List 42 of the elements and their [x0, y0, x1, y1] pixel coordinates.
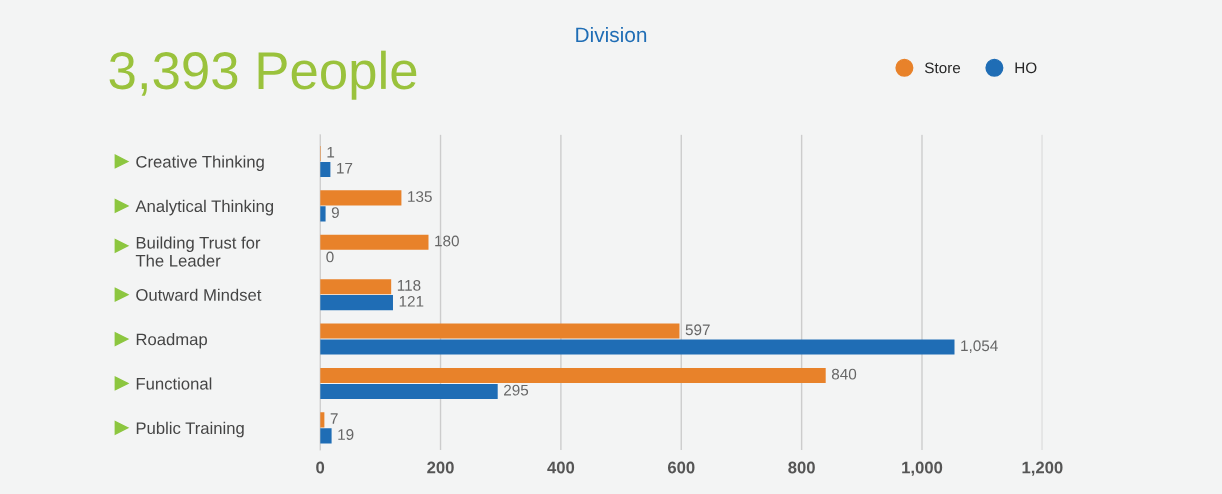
y-tick-label: Roadmap: [136, 333, 208, 349]
data-label: 17: [337, 162, 353, 174]
bar: [320, 339, 955, 355]
data-label: 118: [397, 279, 421, 291]
data-label: 597: [685, 324, 710, 336]
x-tick-label: 600: [667, 461, 695, 474]
chart-title: Division: [576, 26, 647, 43]
y-tick-label: Creative Thinking: [136, 155, 264, 171]
x-tick-label: 1,200: [1022, 461, 1063, 476]
bar: [320, 295, 393, 311]
data-label: 0: [326, 251, 334, 263]
legend-label: Store: [924, 62, 961, 74]
data-label: 840: [831, 368, 857, 380]
data-label: 7: [330, 413, 338, 424]
data-label: 121: [399, 295, 424, 307]
x-tick-label: 800: [788, 461, 815, 474]
data-label: 295: [504, 384, 529, 396]
data-label: 1,054: [961, 340, 998, 353]
legend-label: HO: [1015, 62, 1037, 74]
data-label: 135: [408, 191, 432, 202]
data-label: 1: [327, 146, 335, 158]
y-tick-label: Public Training: [136, 421, 244, 438]
data-label: 180: [435, 235, 459, 247]
bar: [320, 206, 326, 222]
bar: [320, 323, 680, 339]
bar: [320, 279, 392, 295]
chart-subtitle: 3,393 People: [109, 50, 417, 100]
bar: [320, 234, 429, 250]
y-tick-label: Functional: [136, 377, 212, 390]
y-tick-label: Outward Mindset: [136, 288, 262, 301]
y-tick-label: Building Trust for The Leader: [135, 236, 261, 267]
y-tick-label: Analytical Thinking: [135, 199, 274, 216]
bar: [320, 367, 826, 383]
bar: [320, 190, 402, 206]
data-label: 9: [331, 207, 339, 218]
x-tick-label: 400: [547, 461, 575, 474]
bar: [320, 428, 332, 444]
x-tick-label: 0: [316, 461, 325, 474]
x-tick-label: 200: [427, 461, 454, 474]
data-label: 19: [338, 429, 354, 440]
bar: [320, 383, 498, 399]
x-tick-label: 1,000: [902, 461, 943, 476]
